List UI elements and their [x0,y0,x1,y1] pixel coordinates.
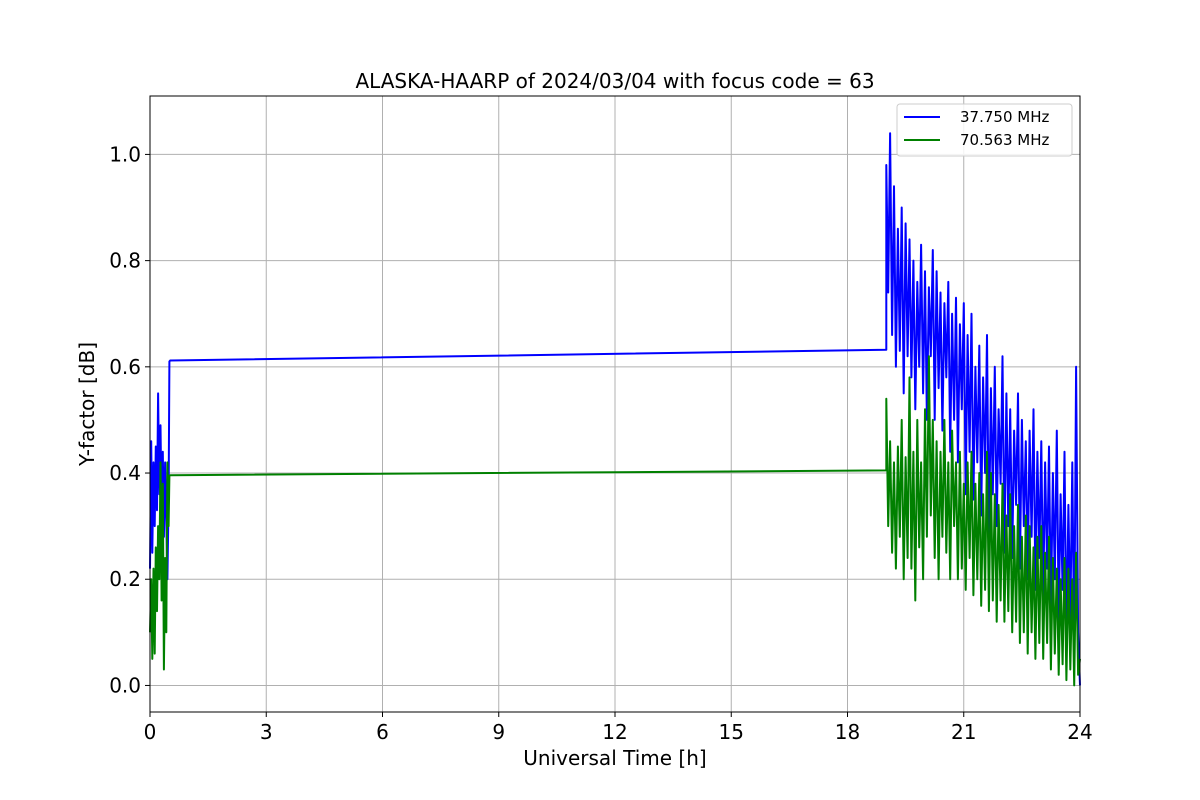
legend: 37.750 MHz 70.563 MHz [896,103,1073,157]
x-tick-label: 3 [260,720,273,744]
series-line-37750-mhz [149,132,1081,686]
series-line-70563-mhz [149,355,1081,687]
x-tick-label: 24 [1067,720,1092,744]
axis-ticks: 0 3 6 9 12 15 18 21 24 0.0 0.2 0.4 0.6 0.8 1.0 [109,142,1093,744]
legend-label-37750-mhz: 37.750 MHz [960,108,1049,126]
x-tick-label: 12 [602,720,627,744]
x-tick-label: 18 [835,720,860,744]
x-tick-label: 15 [719,720,744,744]
x-tick-label: 6 [376,720,389,744]
y-tick-label: 0.0 [109,673,141,697]
x-axis-label: Universal Time [h] [523,746,706,770]
legend-label-70563-mhz: 70.563 MHz [960,131,1049,149]
plot-series [149,132,1081,687]
x-tick-label: 9 [492,720,505,744]
x-tick-label: 21 [951,720,976,744]
y-tick-label: 0.4 [109,461,141,485]
y-tick-label: 1.0 [109,142,141,166]
y-tick-label: 0.6 [109,355,141,379]
y-tick-label: 0.8 [109,249,141,273]
x-tick-label: 0 [144,720,157,744]
legend-box [896,103,1073,157]
chart-title: ALASKA-HAARP of 2024/03/04 with focus co… [355,69,874,93]
y-axis-label: Y-factor [dB] [75,342,99,467]
y-tick-label: 0.2 [109,567,141,591]
